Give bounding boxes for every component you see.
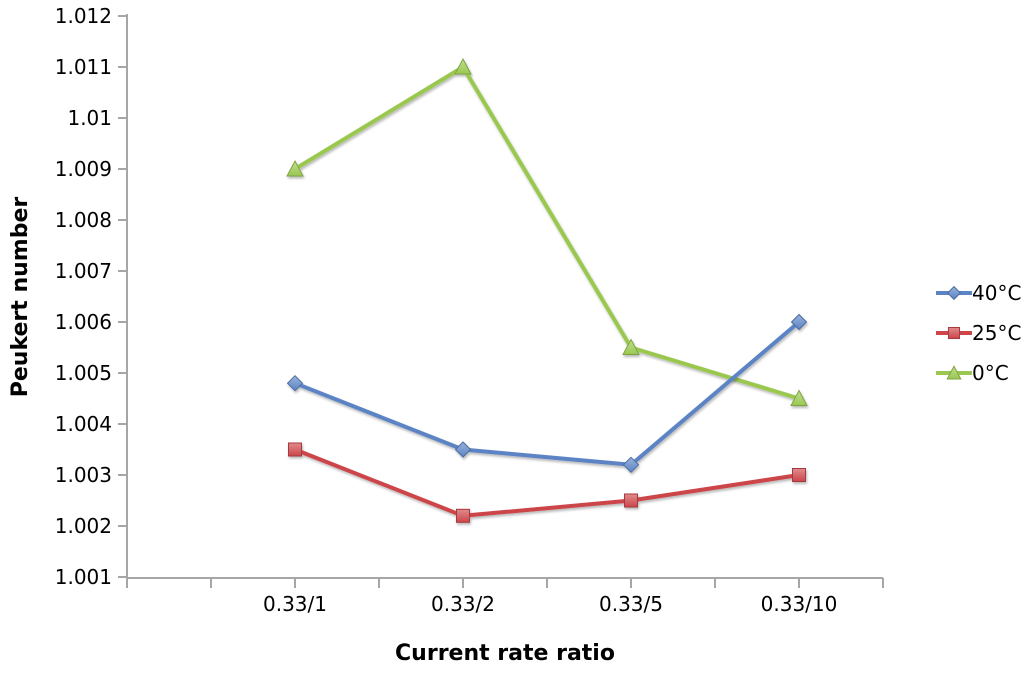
- series-2-marker-triangle: [454, 57, 472, 75]
- series-2-marker-triangle: [790, 389, 808, 406]
- series-1-marker-square: [456, 508, 470, 523]
- legend-swatch-0: [936, 285, 972, 301]
- x-tick-label: 0.33/2: [431, 592, 495, 616]
- legend-label-40c: 40°C: [972, 281, 1022, 305]
- legend-marker-square-icon: [936, 326, 972, 340]
- legend-marker-triangle-icon: [936, 365, 972, 380]
- series-1-marker-square: [947, 326, 961, 340]
- y-tick-label: 1.002: [55, 514, 112, 538]
- legend-item-0c: 0°C: [936, 353, 1021, 393]
- y-tick-label: 1.004: [55, 412, 112, 436]
- series-0-marker-diamond: [622, 456, 640, 474]
- legend-item-25c: 25°C: [936, 313, 1021, 353]
- series-1-line: [293, 447, 801, 518]
- series-0-marker-diamond: [286, 374, 304, 392]
- series-0-marker-diamond: [454, 441, 472, 458]
- tick-labels: 1.001 1.002 1.003 1.004 1.005 1.006 1.007 1.008…: [55, 4, 838, 616]
- y-tick-label: 1.012: [55, 4, 112, 28]
- y-tick-label: 1.003: [55, 463, 112, 487]
- series-0-line: [293, 320, 801, 467]
- series-1-group: [288, 442, 806, 523]
- x-axis-title: Current rate ratio: [395, 641, 615, 666]
- legend-marker-diamond-icon: [936, 285, 972, 301]
- legend-item-40c: 40°C: [936, 273, 1021, 313]
- y-tick-label: 1.011: [55, 55, 112, 79]
- y-tick-label: 1.005: [55, 361, 112, 385]
- series-0-marker-diamond: [946, 285, 962, 301]
- legend-swatch-1: [936, 326, 972, 340]
- y-tick-label: 1.001: [55, 565, 112, 589]
- series-2-line: [293, 65, 801, 401]
- series-2-group: [286, 57, 808, 406]
- series-0-group: [286, 313, 808, 474]
- series-1-marker-square: [792, 468, 806, 482]
- series-2-marker-triangle: [286, 159, 304, 177]
- series-0-marker-diamond: [790, 313, 808, 331]
- y-axis-title: Peukert number: [8, 196, 33, 398]
- y-tick-label: 1.006: [55, 310, 112, 334]
- x-tick-label: 0.33/10: [761, 592, 838, 616]
- y-tick-label: 1.01: [67, 106, 112, 130]
- legend-swatch-2: [936, 365, 972, 380]
- y-tick-label: 1.008: [55, 208, 112, 232]
- legend-label-25c: 25°C: [972, 321, 1022, 345]
- series-1-marker-square: [624, 493, 638, 508]
- legend: 40°C 25°C 0°C: [936, 273, 1021, 393]
- x-tick-label: 0.33/1: [263, 592, 327, 616]
- series-2-marker-triangle: [946, 365, 962, 380]
- series-1-marker-square: [288, 442, 302, 457]
- axes: [118, 14, 884, 588]
- y-tick-label: 1.007: [55, 259, 112, 283]
- legend-label-0c: 0°C: [972, 361, 1009, 385]
- x-tick-label: 0.33/5: [599, 592, 663, 616]
- series-2-marker-triangle: [622, 338, 640, 355]
- y-tick-label: 1.009: [55, 157, 112, 181]
